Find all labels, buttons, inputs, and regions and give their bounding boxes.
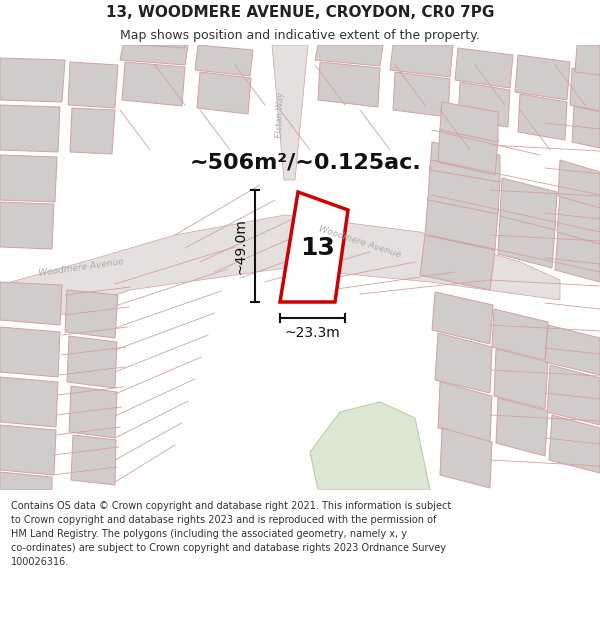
Polygon shape [438, 382, 492, 442]
Polygon shape [498, 215, 555, 268]
Polygon shape [518, 94, 567, 140]
Text: 13: 13 [301, 236, 335, 260]
Polygon shape [458, 82, 510, 127]
Polygon shape [547, 365, 600, 425]
Polygon shape [71, 435, 116, 485]
Polygon shape [430, 142, 500, 182]
Polygon shape [438, 128, 498, 175]
Polygon shape [70, 108, 115, 154]
Polygon shape [494, 349, 548, 409]
Polygon shape [570, 68, 600, 111]
Polygon shape [500, 178, 557, 230]
Polygon shape [68, 62, 118, 108]
Polygon shape [575, 45, 600, 75]
Polygon shape [492, 309, 548, 360]
Polygon shape [428, 165, 500, 214]
Text: Elstan Way: Elstan Way [275, 92, 286, 138]
Text: ~49.0m: ~49.0m [234, 218, 248, 274]
Polygon shape [0, 202, 54, 249]
Polygon shape [0, 215, 560, 315]
Polygon shape [0, 282, 62, 325]
Polygon shape [197, 72, 251, 114]
Polygon shape [0, 58, 65, 102]
Polygon shape [440, 102, 498, 142]
Polygon shape [393, 72, 450, 117]
Polygon shape [496, 398, 548, 456]
Polygon shape [549, 415, 600, 473]
Text: Woodmere Avenue: Woodmere Avenue [318, 224, 402, 259]
Text: 13, WOODMERE AVENUE, CROYDON, CR0 7PG: 13, WOODMERE AVENUE, CROYDON, CR0 7PG [106, 5, 494, 20]
Text: ~506m²/~0.125ac.: ~506m²/~0.125ac. [189, 152, 421, 172]
Polygon shape [310, 402, 430, 490]
Polygon shape [318, 62, 380, 107]
Polygon shape [572, 106, 600, 148]
Polygon shape [272, 45, 308, 180]
Polygon shape [140, 45, 185, 48]
Polygon shape [420, 235, 495, 290]
Polygon shape [425, 197, 498, 250]
Polygon shape [122, 62, 185, 106]
Text: Map shows position and indicative extent of the property.: Map shows position and indicative extent… [120, 29, 480, 42]
Polygon shape [390, 45, 453, 77]
Polygon shape [432, 292, 493, 344]
Polygon shape [0, 425, 56, 475]
Polygon shape [67, 336, 117, 388]
Polygon shape [280, 192, 348, 302]
Polygon shape [555, 230, 600, 282]
Polygon shape [65, 290, 118, 338]
Text: Woodmere Avenue: Woodmere Avenue [38, 258, 124, 279]
Polygon shape [455, 48, 513, 88]
Polygon shape [435, 333, 492, 393]
Text: ~23.3m: ~23.3m [284, 326, 340, 340]
Polygon shape [0, 105, 60, 152]
Polygon shape [515, 55, 570, 100]
Text: Contains OS data © Crown copyright and database right 2021. This information is : Contains OS data © Crown copyright and d… [11, 501, 451, 567]
Polygon shape [69, 386, 117, 438]
Polygon shape [315, 45, 383, 66]
Polygon shape [440, 428, 492, 488]
Polygon shape [120, 45, 188, 65]
Polygon shape [0, 472, 52, 490]
Polygon shape [195, 45, 253, 76]
Polygon shape [557, 194, 600, 244]
Polygon shape [0, 155, 57, 202]
Polygon shape [545, 325, 600, 375]
Polygon shape [0, 327, 60, 377]
Polygon shape [558, 160, 600, 208]
Polygon shape [0, 377, 58, 427]
